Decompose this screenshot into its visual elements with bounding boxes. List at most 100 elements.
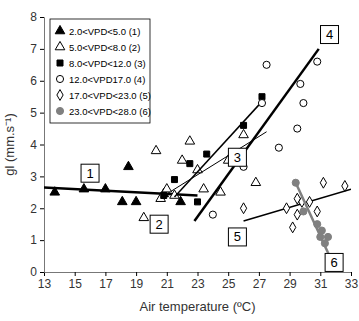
trend-line xyxy=(294,180,329,256)
point xyxy=(290,222,296,233)
legend-label: 2.0<VPD<5.0 (1) xyxy=(69,26,140,37)
legend-label: 8.0<VPD<12.0 (3) xyxy=(69,58,146,69)
x-tick: 21 xyxy=(161,272,175,291)
legend-label: 12.0<VPD17.0 (4) xyxy=(69,74,145,85)
point xyxy=(241,122,247,128)
y-tick-mark xyxy=(40,208,44,209)
y-tick-label: 7 xyxy=(30,42,37,56)
x-tick-label: 17 xyxy=(99,277,113,291)
y-tick: 0 xyxy=(30,265,44,279)
y-tick-mark xyxy=(40,145,44,146)
point xyxy=(199,184,209,192)
x-tick-label: 27 xyxy=(253,277,267,291)
legend-marker xyxy=(57,90,63,101)
x-tick: 31 xyxy=(314,272,328,291)
x-tick: 25 xyxy=(222,272,236,291)
point xyxy=(209,211,216,218)
series-0 xyxy=(44,161,198,204)
y-tick: 5 xyxy=(30,106,44,120)
series-2 xyxy=(161,94,265,205)
annotation-label: 4 xyxy=(326,27,333,42)
legend-marker xyxy=(55,41,65,49)
point xyxy=(177,155,187,163)
legend: 2.0<VPD<5.0 (1) 5.0<VPD<8.0 (2) 8.0<VPD<12… xyxy=(50,19,151,123)
annotation-box xyxy=(228,148,246,166)
point xyxy=(50,187,60,195)
y-tick-mark xyxy=(40,81,44,82)
y-tick-label: 5 xyxy=(30,106,37,120)
legend-label: 17.0<VPD<23.0 (5) xyxy=(69,90,151,101)
y-tick: 3 xyxy=(30,170,44,184)
y-tick: 4 xyxy=(30,138,44,152)
x-tick: 23 xyxy=(191,272,205,291)
annotation-box xyxy=(150,215,168,233)
x-tick-mark xyxy=(320,272,321,276)
y-tick-label: 2 xyxy=(30,202,37,216)
point xyxy=(251,177,261,185)
legend-label: 5.0<VPD<8.0 (2) xyxy=(69,42,140,53)
y-tick-label: 6 xyxy=(30,74,37,88)
x-tick-mark xyxy=(105,272,106,276)
legend-box xyxy=(50,19,150,123)
point xyxy=(79,184,89,192)
point xyxy=(294,125,301,132)
point xyxy=(283,203,289,214)
point xyxy=(314,221,321,228)
point xyxy=(204,151,210,157)
annotation-label: 5 xyxy=(234,229,241,244)
point xyxy=(171,177,177,183)
annotation-box xyxy=(321,26,339,44)
annotation-box xyxy=(81,164,99,182)
y-axis-title: gl (mm.s⁻¹) xyxy=(2,113,17,176)
y-tick-label: 4 xyxy=(30,138,37,152)
point xyxy=(318,227,325,234)
x-tick-mark xyxy=(167,272,168,276)
y-tick: 6 xyxy=(30,74,44,88)
y-tick-mark xyxy=(40,17,44,18)
annotation-box xyxy=(325,253,343,271)
point xyxy=(101,184,111,192)
legend-marker xyxy=(56,107,63,114)
x-tick: 27 xyxy=(253,272,267,291)
x-tick-label: 13 xyxy=(38,277,52,291)
point xyxy=(342,181,348,192)
y-tick-mark xyxy=(40,176,44,177)
series-1 xyxy=(139,129,267,220)
x-tick-mark xyxy=(198,272,199,276)
x-tick: 15 xyxy=(69,272,83,291)
x-tick-mark xyxy=(290,272,291,276)
point xyxy=(314,58,321,65)
point xyxy=(314,206,320,217)
x-tick-label: 21 xyxy=(161,277,175,291)
x-tick-label: 33 xyxy=(345,277,359,291)
x-tick-label: 29 xyxy=(283,277,297,291)
point xyxy=(151,145,161,153)
y-tick: 7 xyxy=(30,42,44,56)
y-tick-label: 8 xyxy=(30,10,37,24)
trend-line xyxy=(244,189,351,221)
x-tick: 17 xyxy=(99,272,113,291)
x-tick-label: 23 xyxy=(191,277,205,291)
point xyxy=(195,199,201,205)
point xyxy=(259,94,265,100)
annotation-label: 2 xyxy=(156,217,163,232)
y-tick-label: 3 xyxy=(30,170,37,184)
y-tick-mark xyxy=(40,240,44,241)
marks xyxy=(44,49,351,256)
x-tick-mark xyxy=(228,272,229,276)
point xyxy=(320,177,326,188)
point xyxy=(324,233,331,240)
series-4 xyxy=(240,177,351,232)
x-tick-label: 25 xyxy=(222,277,236,291)
y-tick-mark xyxy=(40,113,44,114)
plot-area: 13151719212325272931330123456781234562.0… xyxy=(30,10,358,290)
legend-label: 23.0<VPD<28.0 (6) xyxy=(69,106,151,117)
x-tick-mark xyxy=(259,272,260,276)
point xyxy=(162,184,172,192)
point xyxy=(258,99,265,106)
x-tick: 33 xyxy=(345,272,359,291)
point xyxy=(239,129,249,137)
point xyxy=(161,193,167,199)
x-tick-label: 19 xyxy=(130,277,144,291)
y-tick-mark xyxy=(40,49,44,50)
